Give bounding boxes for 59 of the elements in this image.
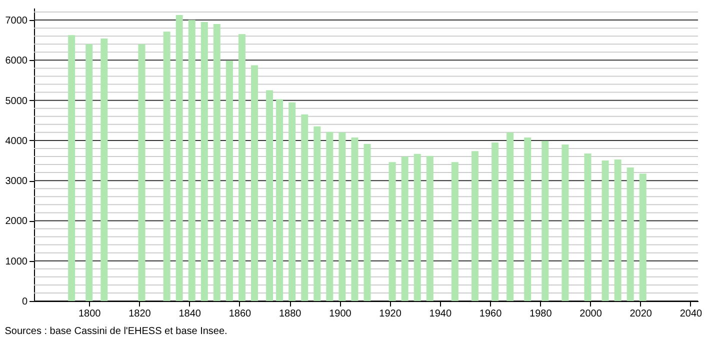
x-tick-label: 1800	[78, 308, 102, 320]
bar	[471, 151, 478, 301]
y-tick-label: 0	[22, 296, 28, 308]
bar	[584, 153, 592, 301]
bar	[326, 132, 334, 301]
bar	[351, 137, 358, 301]
bar	[626, 168, 634, 301]
bar	[266, 90, 274, 301]
bar	[562, 144, 569, 301]
x-tick-label: 1820	[128, 308, 152, 320]
bar	[301, 114, 308, 301]
bar	[364, 144, 371, 301]
x-tick-label: 1880	[278, 308, 302, 320]
x-tick-label: 1860	[228, 308, 252, 320]
x-tick-label: 1920	[379, 308, 402, 320]
bar	[238, 34, 246, 301]
x-tick-label: 1960	[479, 308, 502, 320]
bar	[163, 32, 170, 301]
bar	[602, 160, 609, 301]
y-tick-label: 4000	[5, 136, 28, 147]
y-tick-label: 5000	[5, 96, 28, 107]
bar	[176, 15, 183, 301]
bar	[414, 154, 421, 301]
bar	[614, 160, 622, 301]
bar	[338, 132, 346, 301]
bar	[251, 65, 258, 301]
bar	[426, 156, 434, 301]
source-note: Sources : base Cassini de l'EHESS et base Insee.	[4, 326, 228, 337]
x-tick-label: 2000	[580, 308, 602, 320]
x-tick-label: 2040	[680, 308, 703, 320]
bar	[188, 20, 196, 301]
bar	[506, 132, 514, 301]
x-tick-label: 2020	[630, 308, 652, 320]
bar	[639, 174, 646, 301]
bar	[138, 44, 146, 301]
bar	[401, 156, 408, 301]
bar	[451, 162, 458, 301]
y-tick-label: 3000	[5, 176, 28, 188]
x-tick-label: 1840	[178, 308, 202, 320]
x-tick-label: 1980	[530, 308, 552, 320]
bar	[524, 137, 532, 301]
bar	[68, 35, 76, 301]
y-tick-label: 7000	[5, 16, 28, 27]
y-tick-label: 1000	[5, 256, 28, 268]
y-tick-label: 6000	[5, 56, 28, 67]
bar	[86, 44, 93, 301]
bar	[200, 22, 208, 301]
x-tick-label: 1900	[329, 308, 352, 320]
bar	[388, 162, 396, 301]
bar	[314, 126, 321, 301]
bar	[492, 142, 499, 301]
y-tick-label: 2000	[5, 216, 28, 228]
bar	[213, 24, 220, 301]
bar	[276, 99, 284, 301]
x-tick-label: 1940	[429, 308, 452, 320]
bar	[226, 60, 233, 301]
bar	[542, 140, 549, 301]
bar	[288, 102, 296, 301]
bar	[100, 38, 108, 301]
